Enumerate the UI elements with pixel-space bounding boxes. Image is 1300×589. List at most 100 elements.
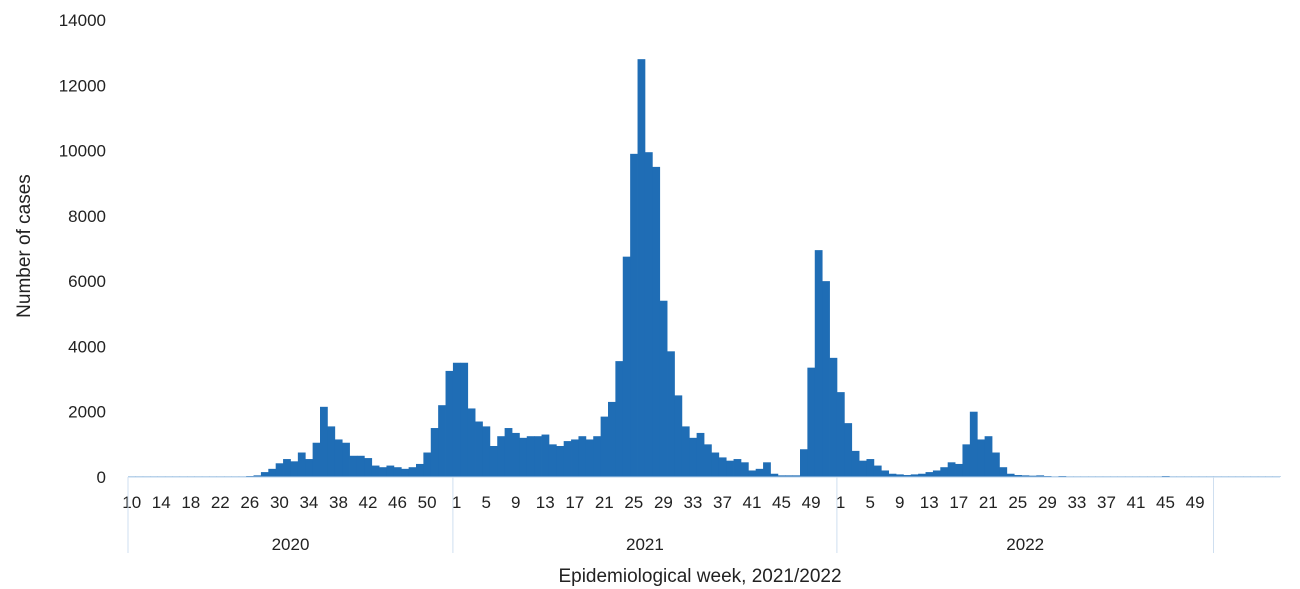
x-axis-title: Epidemiological week, 2021/2022 xyxy=(558,566,841,587)
bar xyxy=(777,475,786,477)
bar xyxy=(814,250,823,477)
x-tick-label: 45 xyxy=(1156,493,1175,512)
bar xyxy=(910,474,919,477)
bar xyxy=(726,460,734,477)
bar xyxy=(652,166,661,477)
year-label: 2022 xyxy=(1006,535,1044,554)
bar xyxy=(349,455,358,477)
x-tick-label: 1 xyxy=(836,493,845,512)
x-tick-label: 10 xyxy=(122,493,141,512)
bar xyxy=(475,421,483,477)
bar xyxy=(955,463,963,477)
x-tick-label: 26 xyxy=(240,493,259,512)
bar xyxy=(526,436,535,477)
bar xyxy=(962,444,971,477)
bar xyxy=(305,459,314,477)
bar xyxy=(438,405,446,477)
bar xyxy=(770,473,779,477)
bar xyxy=(482,426,491,477)
y-tick-label: 14000 xyxy=(59,11,106,30)
bar xyxy=(859,460,867,477)
x-tick-label: 5 xyxy=(481,493,490,512)
year-labels: 2020 2021 2022 xyxy=(127,477,1214,554)
bar xyxy=(704,444,712,477)
bar xyxy=(585,439,594,477)
bar xyxy=(851,450,860,477)
x-tick-label: 49 xyxy=(1186,493,1205,512)
x-tick-label: 37 xyxy=(713,493,732,512)
x-tick-label: 38 xyxy=(329,493,348,512)
bar xyxy=(829,357,838,477)
year-label: 2021 xyxy=(626,535,664,554)
year-label: 2020 xyxy=(272,535,310,554)
x-tick-label: 45 xyxy=(772,493,791,512)
y-tick-label: 4000 xyxy=(68,337,106,356)
x-tick-label: 41 xyxy=(1127,493,1146,512)
bar xyxy=(999,467,1008,477)
bar xyxy=(667,351,675,477)
bar xyxy=(644,152,653,477)
bar xyxy=(253,475,262,477)
x-tick-label: 29 xyxy=(654,493,673,512)
bar xyxy=(925,472,934,477)
bar xyxy=(785,475,794,477)
bar xyxy=(659,300,668,477)
bar xyxy=(681,426,690,477)
bar xyxy=(386,465,395,477)
bar xyxy=(711,452,720,477)
bar xyxy=(556,445,565,477)
bar xyxy=(1006,473,1015,477)
bar xyxy=(268,468,277,477)
bar xyxy=(1036,475,1045,477)
bar xyxy=(947,462,956,477)
bar xyxy=(1014,475,1022,477)
bar xyxy=(334,439,343,477)
bar xyxy=(881,470,890,477)
y-tick-label: 0 xyxy=(97,468,106,487)
bar xyxy=(932,470,941,477)
y-axis-title: Number of cases xyxy=(14,174,35,318)
bar xyxy=(600,416,609,477)
bar xyxy=(622,256,631,477)
bar xyxy=(578,436,587,477)
bar xyxy=(275,463,284,477)
bar xyxy=(452,362,461,477)
bar xyxy=(541,434,550,477)
bar xyxy=(445,370,454,477)
bar xyxy=(327,426,336,477)
bar xyxy=(940,467,949,477)
bar xyxy=(992,452,1000,477)
bar xyxy=(755,468,764,477)
x-tick-label: 25 xyxy=(1008,493,1027,512)
bar xyxy=(401,468,410,477)
x-tick-label: 17 xyxy=(949,493,968,512)
bar xyxy=(740,462,749,477)
x-tick-label: 21 xyxy=(595,493,614,512)
bar xyxy=(342,442,350,477)
x-tick-label: 50 xyxy=(418,493,437,512)
bar xyxy=(903,475,912,477)
bar xyxy=(283,459,291,477)
bar xyxy=(497,436,506,477)
bar xyxy=(696,432,705,477)
bars xyxy=(128,59,1281,478)
bar xyxy=(674,395,683,477)
x-tick-label: 22 xyxy=(211,493,230,512)
bar xyxy=(844,423,853,477)
x-tick-label: 37 xyxy=(1097,493,1116,512)
x-tick-label: 18 xyxy=(181,493,200,512)
x-tick-label: 29 xyxy=(1038,493,1057,512)
bar xyxy=(416,463,424,477)
y-axis-ticks: 0 2000 4000 6000 8000 10000 12000 14000 xyxy=(59,11,106,487)
x-tick-label: 9 xyxy=(895,493,904,512)
x-tick-label: 42 xyxy=(359,493,378,512)
bar xyxy=(408,467,417,477)
x-tick-label: 9 xyxy=(511,493,520,512)
bar xyxy=(297,452,306,477)
bar xyxy=(896,474,904,477)
bar xyxy=(460,362,469,477)
x-tick-label: 13 xyxy=(536,493,555,512)
bar xyxy=(393,467,402,477)
bar xyxy=(519,437,528,477)
bar xyxy=(290,461,299,477)
